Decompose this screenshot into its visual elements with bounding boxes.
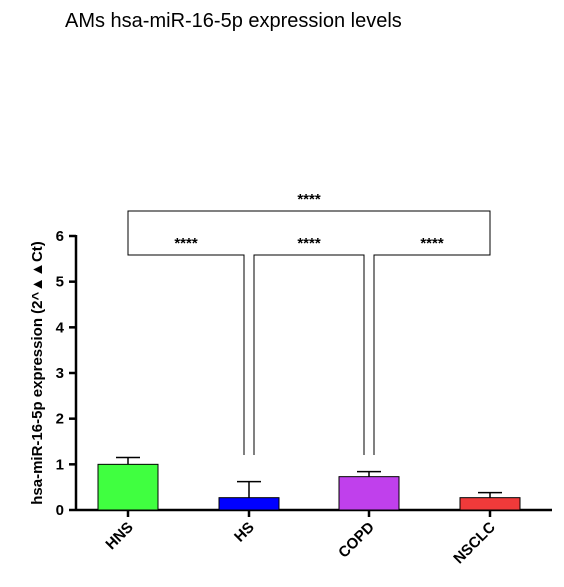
bar xyxy=(338,476,400,511)
error-bars xyxy=(116,456,502,498)
x-category-label: NSCLC xyxy=(450,519,499,568)
category-labels: HNS HS COPD NSCLC xyxy=(102,519,499,568)
bars xyxy=(97,463,521,511)
y-tick-label: 4 xyxy=(56,319,65,336)
chart-title: AMs hsa-miR-16-5p expression levels xyxy=(65,10,402,32)
bar xyxy=(218,497,280,511)
x-category-label: COPD xyxy=(335,519,378,562)
y-tick-label: 2 xyxy=(56,411,64,428)
bar xyxy=(97,463,159,511)
y-tick-label: 1 xyxy=(56,456,64,473)
y-tick-label: 3 xyxy=(56,365,64,382)
y-axis-title: hsa-miR-16-5p expression (2^▲▲Ct) xyxy=(29,241,46,505)
significance-label: **** xyxy=(174,235,198,252)
significance-brackets: **** **** **** **** xyxy=(127,191,491,455)
significance-label: **** xyxy=(297,191,321,208)
y-axis: 0 1 2 3 4 5 6 xyxy=(56,228,78,519)
x-category-label: HNS xyxy=(102,519,136,553)
y-tick-label: 0 xyxy=(56,502,64,519)
x-category-label: HS xyxy=(231,519,258,546)
y-tick-label: 6 xyxy=(56,228,64,245)
bar xyxy=(459,497,521,511)
x-axis xyxy=(76,508,552,517)
significance-bracket xyxy=(253,254,365,455)
significance-bracket xyxy=(127,240,245,455)
y-tick-label: 5 xyxy=(56,274,64,291)
significance-label: **** xyxy=(297,235,321,252)
significance-label: **** xyxy=(420,235,444,252)
significance-bracket xyxy=(127,210,491,240)
significance-bracket xyxy=(373,240,491,455)
